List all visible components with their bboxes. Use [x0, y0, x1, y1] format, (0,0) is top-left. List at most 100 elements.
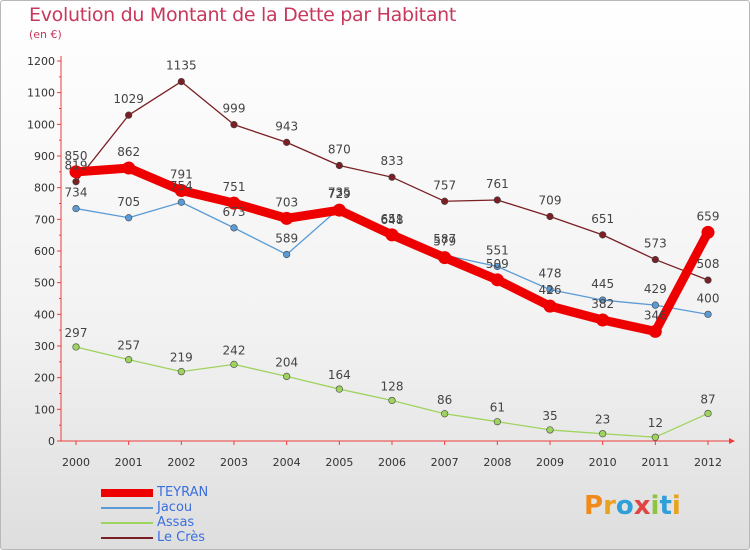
proxiti-logo: Proxiti: [584, 491, 681, 521]
data-point: [335, 161, 343, 170]
data-point: [441, 197, 449, 205]
data-label: 850: [65, 149, 88, 163]
data-label: 651: [381, 212, 404, 226]
y-tick-label: 500: [34, 277, 55, 290]
data-point: [599, 430, 607, 438]
legend-item: Le Crès: [101, 530, 301, 546]
x-tick-label: 2005: [325, 456, 353, 469]
data-point: [283, 138, 291, 146]
data-point: [72, 204, 80, 213]
data-point: [388, 396, 396, 405]
data-label: 164: [328, 368, 351, 382]
data-label: 86: [437, 393, 452, 407]
data-label: 12: [648, 416, 663, 430]
y-tick-label: 900: [34, 150, 55, 163]
data-label: 589: [275, 231, 298, 245]
data-point: [335, 385, 343, 393]
data-point: [122, 161, 136, 175]
y-tick-label: 600: [34, 245, 55, 258]
data-point: [280, 211, 294, 225]
chart-title: Evolution du Montant de la Dette par Hab…: [29, 4, 457, 26]
data-point: [599, 231, 607, 239]
data-label: 943: [275, 119, 298, 133]
data-label: 508: [697, 257, 720, 271]
data-label: 705: [117, 195, 140, 209]
data-label: 659: [697, 209, 720, 223]
data-label: 257: [117, 339, 140, 353]
data-label: 648: [381, 213, 404, 227]
data-label: 673: [223, 205, 246, 219]
x-tick-label: 2007: [431, 456, 459, 469]
data-point: [599, 296, 607, 304]
data-label: 426: [539, 283, 562, 297]
data-point: [546, 212, 554, 221]
data-label: 1135: [166, 59, 197, 73]
data-point: [177, 77, 185, 86]
data-label: 870: [328, 143, 351, 157]
data-label: 709: [539, 193, 562, 207]
data-point: [230, 360, 238, 368]
x-axis-arrow: [729, 438, 735, 444]
data-point: [125, 214, 133, 222]
data-label: 862: [117, 145, 140, 159]
legend-swatch: [101, 522, 153, 524]
data-label: 445: [591, 277, 614, 291]
data-label: 297: [65, 326, 88, 340]
logo-letter: P: [584, 491, 604, 521]
data-label: 35: [542, 409, 557, 423]
data-label: 999: [223, 102, 246, 116]
data-point: [283, 250, 291, 259]
data-point: [546, 426, 554, 434]
logo-letter: i: [671, 491, 681, 521]
data-point: [332, 203, 346, 217]
data-label: 751: [223, 180, 246, 194]
data-point: [651, 301, 659, 309]
data-point: [230, 121, 238, 129]
data-point: [125, 111, 133, 119]
data-point: [701, 225, 715, 239]
data-label: 429: [644, 282, 667, 296]
data-point: [72, 343, 80, 351]
y-tick-label: 700: [34, 213, 55, 226]
data-point: [438, 251, 452, 265]
data-label: 478: [539, 267, 562, 281]
data-point: [704, 276, 712, 284]
data-point: [651, 255, 659, 264]
data-label: 400: [697, 291, 720, 305]
data-label: 573: [644, 237, 667, 251]
data-point: [125, 356, 133, 364]
legend-swatch: [101, 489, 153, 497]
y-tick-label: 300: [34, 340, 55, 353]
data-point: [648, 324, 662, 338]
legend-label: Jacou: [157, 500, 193, 515]
data-label: 703: [275, 195, 298, 209]
data-point: [177, 198, 185, 206]
x-tick-label: 2000: [62, 456, 90, 469]
data-point: [385, 228, 399, 242]
x-tick-label: 2009: [536, 456, 564, 469]
y-tick-label: 0: [48, 435, 55, 448]
x-tick-label: 2001: [115, 456, 143, 469]
data-label: 761: [486, 177, 509, 191]
data-label: 87: [700, 392, 715, 406]
y-tick-label: 1200: [27, 55, 55, 68]
data-label: 819: [65, 159, 88, 173]
data-label: 509: [486, 257, 509, 271]
data-label: 579: [433, 235, 456, 249]
data-point: [543, 299, 557, 313]
data-point: [596, 313, 610, 327]
data-point: [651, 433, 659, 441]
legend-label: Le Crès: [157, 530, 206, 545]
data-point: [174, 184, 188, 198]
data-point: [441, 410, 449, 418]
legend-item: Jacou: [101, 500, 301, 516]
data-label: 754: [170, 179, 193, 193]
legend: TEYRAN Jacou Assas Le Crès: [101, 485, 301, 546]
data-label: 729: [328, 187, 351, 201]
x-tick-label: 2006: [378, 456, 406, 469]
y-tick-label: 800: [34, 182, 55, 195]
data-label: 346: [644, 308, 667, 322]
x-tick-label: 2002: [167, 456, 195, 469]
y-tick-label: 400: [34, 308, 55, 321]
